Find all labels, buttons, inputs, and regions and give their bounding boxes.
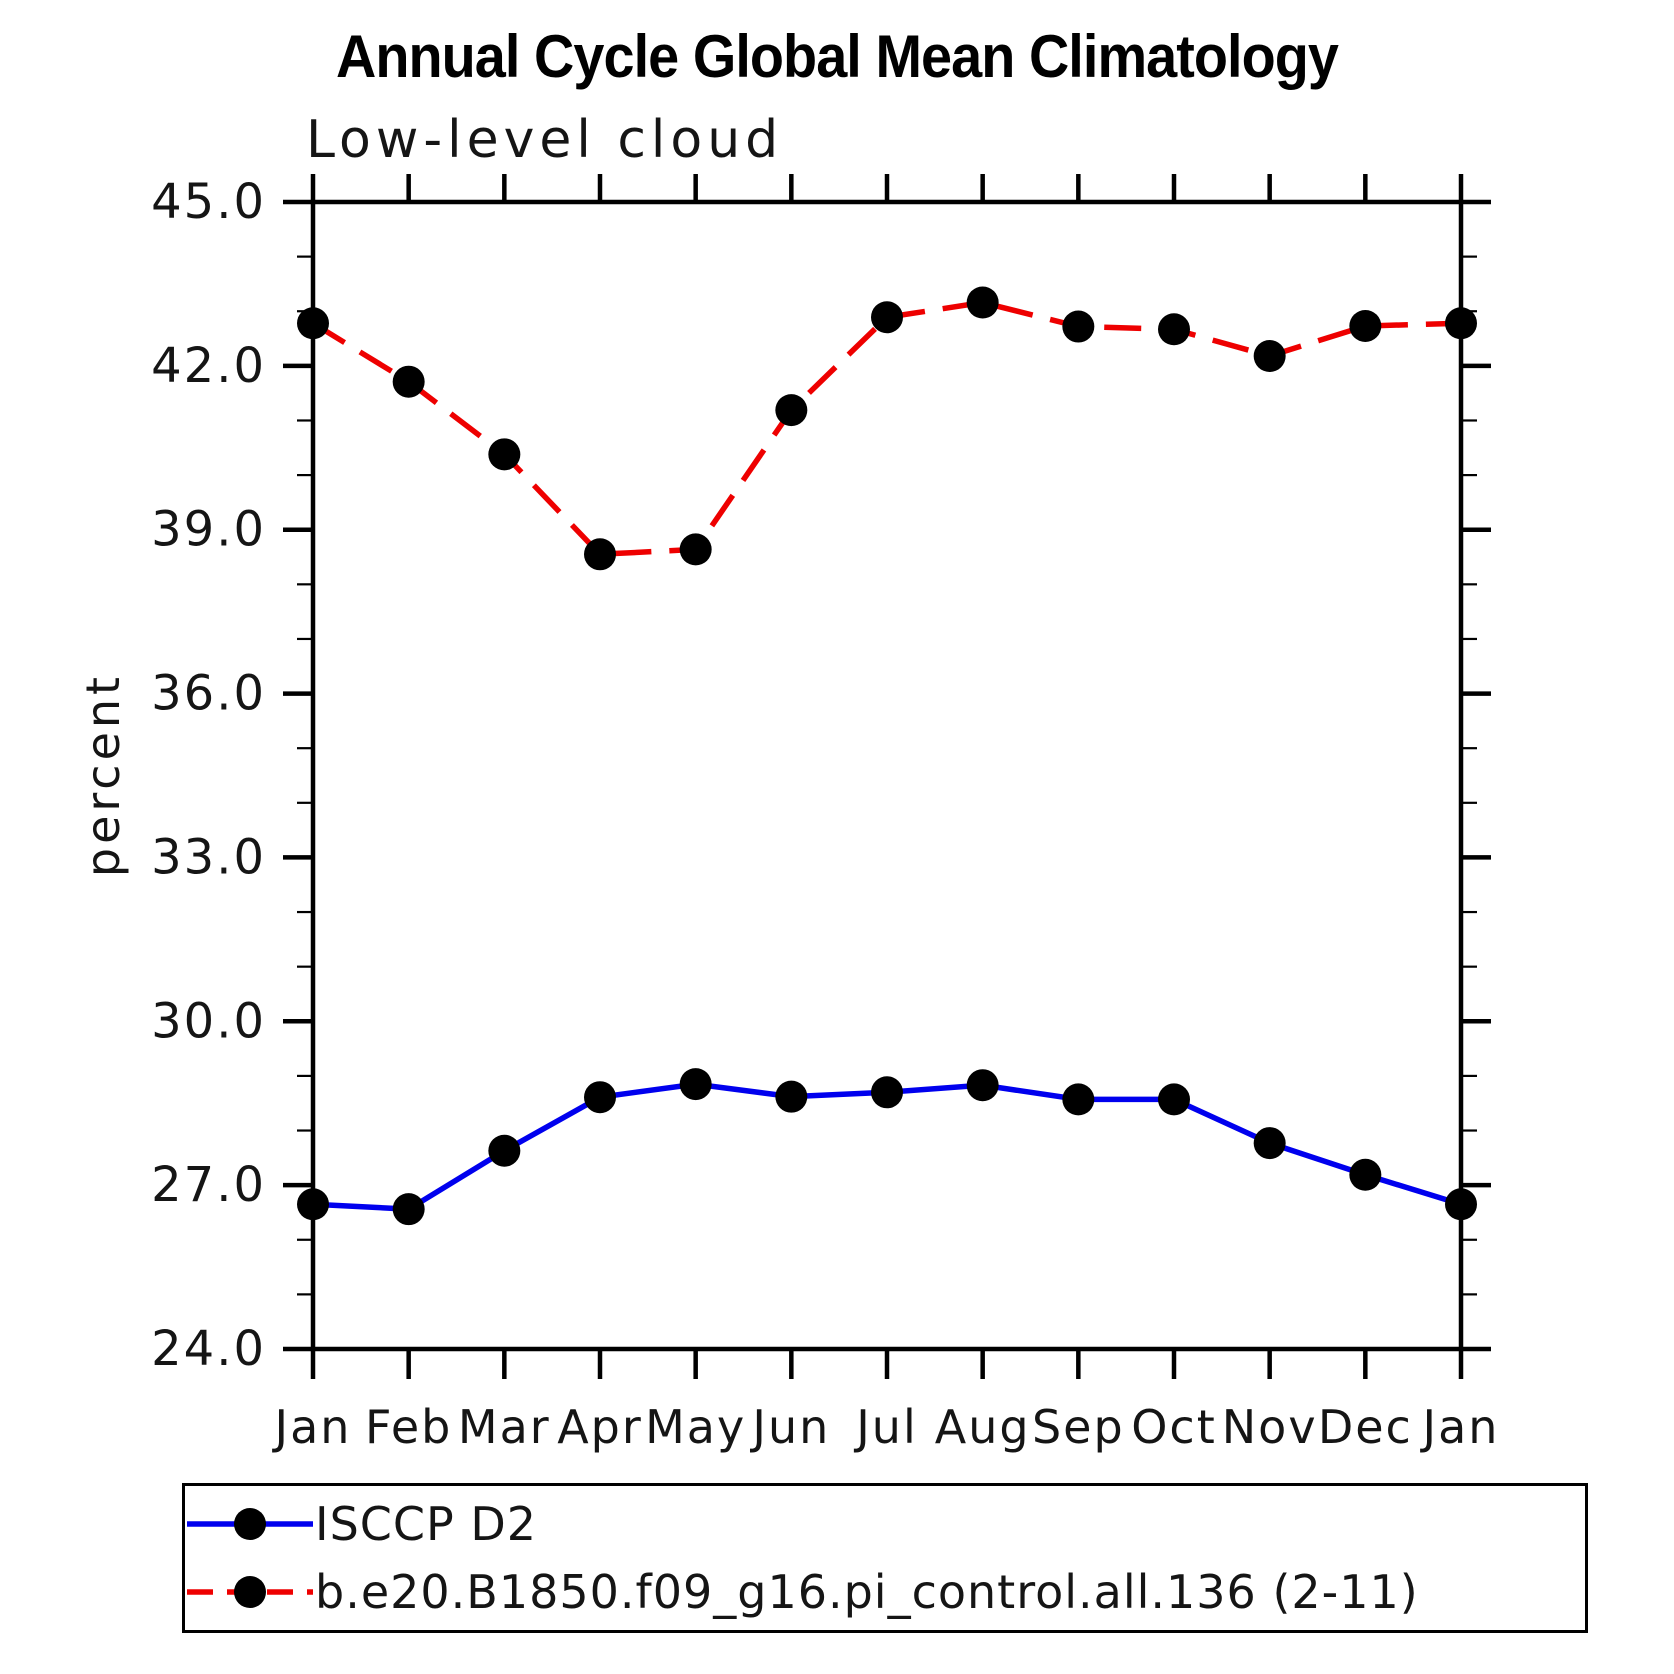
legend-swatch-dashed-line-icon — [187, 1576, 313, 1608]
svg-text:Apr: Apr — [557, 1400, 643, 1454]
svg-text:May: May — [645, 1400, 746, 1454]
svg-text:45.0: 45.0 — [151, 174, 266, 230]
svg-text:30.0: 30.0 — [151, 993, 266, 1049]
legend-item-isccp-d2: ISCCP D2 — [185, 1492, 1585, 1556]
svg-text:Aug: Aug — [935, 1400, 1031, 1454]
svg-text:Jul: Jul — [853, 1400, 918, 1454]
svg-text:Sep: Sep — [1032, 1400, 1125, 1454]
svg-text:24.0: 24.0 — [151, 1321, 266, 1377]
svg-text:Jun: Jun — [749, 1400, 830, 1454]
legend-label-model-run: b.e20.B1850.f09_g16.pi_control.all.136 (… — [315, 1565, 1419, 1619]
svg-text:Mar: Mar — [458, 1400, 551, 1454]
svg-text:Dec: Dec — [1318, 1400, 1413, 1454]
legend-swatch-solid-line-icon — [187, 1508, 313, 1540]
chart-subtitle: Low-level cloud — [306, 110, 784, 170]
svg-text:39.0: 39.0 — [151, 502, 266, 558]
svg-text:Feb: Feb — [365, 1400, 452, 1454]
svg-text:42.0: 42.0 — [151, 338, 266, 394]
svg-text:Nov: Nov — [1222, 1400, 1318, 1454]
svg-text:33.0: 33.0 — [151, 829, 266, 885]
legend-item-model-run: b.e20.B1850.f09_g16.pi_control.all.136 (… — [185, 1560, 1585, 1624]
chart-title: Annual Cycle Global Mean Climatology — [335, 23, 1339, 90]
svg-text:Oct: Oct — [1131, 1400, 1217, 1454]
svg-text:Jan: Jan — [1420, 1400, 1500, 1454]
svg-text:36.0: 36.0 — [151, 666, 266, 722]
svg-text:Jan: Jan — [272, 1400, 352, 1454]
svg-text:27.0: 27.0 — [151, 1157, 266, 1213]
legend-box: ISCCP D2 b.e20.B1850.f09_g16.pi_control.… — [182, 1483, 1588, 1633]
legend-label-isccp-d2: ISCCP D2 — [315, 1497, 538, 1551]
